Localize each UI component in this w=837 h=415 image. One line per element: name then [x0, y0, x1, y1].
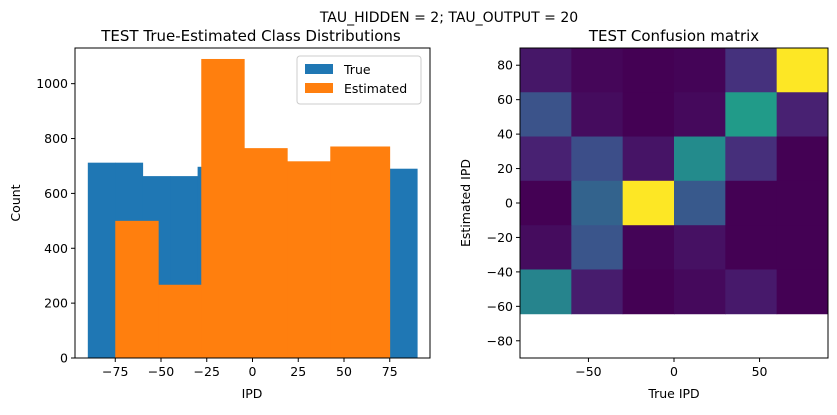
matrix-cell-r2-c5: [776, 136, 829, 182]
matrix-cell-r0-c3: [674, 48, 726, 93]
x-tick-label: 50: [752, 364, 768, 379]
matrix-cell-r5-c2: [622, 269, 675, 315]
bar-estimated-0: [115, 220, 159, 358]
confusion-xlabel: True IPD: [647, 386, 699, 401]
bar-estimated-1: [158, 284, 202, 358]
matrix-cell-r4-c1: [571, 225, 624, 270]
matrix-cell-r1-c3: [674, 92, 726, 138]
legend-swatch-true: [305, 64, 333, 74]
y-tick-label: −80: [487, 333, 513, 348]
matrix-cell-r2-c3: [674, 136, 726, 182]
y-tick-label: 600: [44, 186, 68, 201]
matrix-cell-r5-c1: [571, 269, 624, 315]
x-tick-label: −25: [194, 364, 220, 379]
histogram-bars: [87, 58, 418, 358]
confusion-title: TEST Confusion matrix: [588, 27, 759, 45]
matrix-cell-r3-c1: [571, 180, 624, 226]
x-tick-label: 75: [382, 364, 398, 379]
y-tick-label: 200: [44, 296, 68, 311]
confusion-matrix-cells: [520, 48, 829, 315]
bar-estimated-6: [373, 146, 391, 358]
matrix-cell-r0-c0: [520, 48, 572, 93]
matrix-cell-r1-c5: [776, 92, 829, 138]
matrix-cell-r4-c0: [520, 225, 572, 270]
bar-estimated-2: [201, 58, 245, 358]
y-tick-label: 20: [497, 161, 513, 176]
matrix-cell-r0-c2: [622, 48, 675, 93]
x-tick-label: 50: [336, 364, 352, 379]
matrix-cell-r2-c2: [622, 136, 675, 182]
matrix-cell-r5-c3: [674, 269, 726, 315]
histogram-legend: True Estimated: [296, 55, 422, 105]
matrix-cell-r0-c5: [776, 48, 829, 93]
bar-estimated-3: [244, 148, 288, 358]
x-tick-label: 25: [290, 364, 306, 379]
matrix-cell-r3-c2: [622, 180, 675, 226]
y-tick-label: 0: [60, 351, 68, 366]
x-tick-label: −50: [148, 364, 174, 379]
bar-estimated-5: [330, 146, 374, 358]
histogram-title: TEST True-Estimated Class Distributions: [100, 27, 401, 45]
x-tick-label: 0: [670, 364, 678, 379]
matrix-cell-r0-c4: [725, 48, 778, 93]
x-tick-label: 0: [249, 364, 257, 379]
y-tick-label: −40: [487, 264, 513, 279]
y-tick-label: 400: [44, 241, 68, 256]
figure-suptitle: TAU_HIDDEN = 2; TAU_OUTPUT = 20: [319, 10, 578, 26]
confusion-matrix-chart: TEST Confusion matrix −50 0 50 −80 −60 −40 −20…: [458, 27, 829, 401]
y-tick-label: 1000: [36, 76, 68, 91]
matrix-cell-r0-c1: [571, 48, 624, 93]
matrix-cell-r4-c3: [674, 225, 726, 270]
matrix-cell-r5-c4: [725, 269, 778, 315]
legend-swatch-estimated: [305, 83, 333, 93]
x-tick-label: −50: [575, 364, 601, 379]
x-tick-label: −75: [102, 364, 128, 379]
matrix-cell-r2-c0: [520, 136, 572, 182]
legend-label-true: True: [343, 62, 371, 77]
y-tick-label: 800: [44, 131, 68, 146]
y-tick-label: 60: [497, 92, 513, 107]
matrix-cell-r1-c2: [622, 92, 675, 138]
bar-true-11: [389, 168, 418, 358]
matrix-cell-r4-c2: [622, 225, 675, 270]
matrix-cell-r5-c0: [520, 269, 572, 315]
confusion-ylabel: Estimated IPD: [458, 159, 473, 247]
matrix-cell-r2-c4: [725, 136, 778, 182]
matrix-cell-r2-c1: [571, 136, 624, 182]
y-tick-label: 0: [505, 196, 513, 211]
matrix-cell-r3-c3: [674, 180, 726, 226]
matrix-cell-r1-c4: [725, 92, 778, 138]
bar-estimated-4: [287, 161, 331, 358]
histogram-chart: TEST True-Estimated Class Distributions …: [8, 27, 431, 401]
histogram-ticks: −75 −50 −25 0 25 50 75 0 200 400 600 800 1000: [36, 76, 398, 379]
matrix-cell-r4-c4: [725, 225, 778, 270]
y-tick-label: −20: [487, 230, 513, 245]
matrix-cell-r5-c5: [776, 269, 829, 315]
bar-true-0: [87, 162, 116, 358]
matrix-cell-r3-c5: [776, 180, 829, 226]
histogram-ylabel: Count: [8, 184, 23, 221]
matrix-cell-r1-c1: [571, 92, 624, 138]
confusion-ticks: −50 0 50 −80 −60 −40 −20 0 20 40 60 80: [487, 58, 768, 379]
legend-label-estimated: Estimated: [344, 81, 407, 96]
histogram-xlabel: IPD: [242, 386, 263, 401]
y-tick-label: 80: [497, 58, 513, 73]
matrix-cell-r3-c0: [520, 180, 572, 226]
matrix-cell-r1-c0: [520, 92, 572, 138]
matrix-cell-r3-c4: [725, 180, 778, 226]
y-tick-label: 40: [497, 127, 513, 142]
y-tick-label: −60: [487, 299, 513, 314]
matrix-cell-r4-c5: [776, 225, 829, 270]
